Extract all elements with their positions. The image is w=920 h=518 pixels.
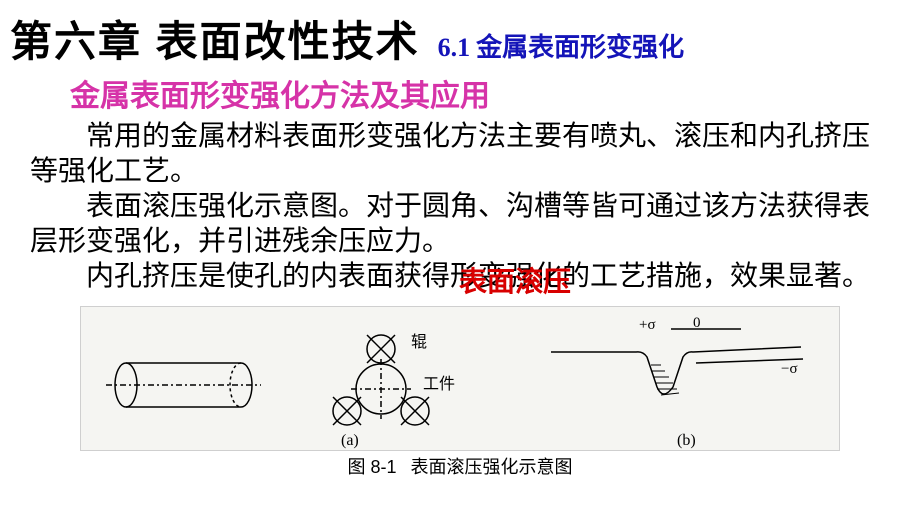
sigma-plus: +σ <box>639 317 656 333</box>
sigma-minus: −σ <box>781 361 798 377</box>
caption-prefix: 图 8-1 <box>347 453 396 479</box>
label-work: 工件 <box>423 375 455 393</box>
figure-caption: 图 8-1 表面滚压强化示意图 <box>0 453 920 479</box>
panel-a-cylinder <box>106 363 261 407</box>
subtitle: 金属表面形变强化方法及其应用 <box>0 71 920 115</box>
figure-8-1: 辊 工件 (a) +σ 0 −σ (b) <box>80 306 840 451</box>
label-roller: 辊 <box>411 333 427 351</box>
label-b: (b) <box>677 432 696 449</box>
paragraph-2: 表面滚压强化示意图。对于圆角、沟槽等皆可通过该方法获得表层形变强化，并引进残余压… <box>30 189 890 259</box>
label-a: (a) <box>341 432 359 449</box>
zero-label: 0 <box>693 315 701 331</box>
panel-b <box>551 329 803 395</box>
figure-svg: 辊 工件 (a) +σ 0 −σ (b) <box>81 307 841 452</box>
header: 第六章 表面改性技术 6.1 金属表面形变强化 <box>0 0 920 69</box>
section-title: 金属表面形变强化 <box>476 27 684 64</box>
section-number: 6.1 <box>438 33 471 63</box>
chapter-title: 第六章 表面改性技术 <box>10 8 420 69</box>
paragraph-1: 常用的金属材料表面形变强化方法主要有喷丸、滚压和内孔挤压等强化工艺。 <box>30 119 890 189</box>
caption-text: 表面滚压强化示意图 <box>411 453 573 479</box>
